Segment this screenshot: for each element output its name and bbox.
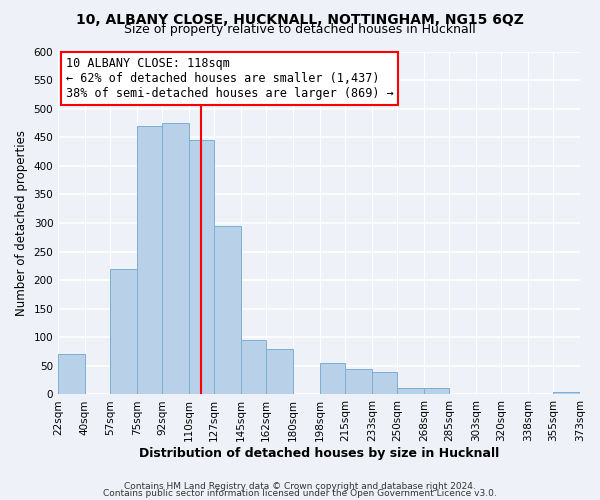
Bar [214, 226, 241, 394]
Bar [372, 372, 397, 394]
Bar [58, 354, 85, 395]
Text: 10 ALBANY CLOSE: 118sqm
← 62% of detached houses are smaller (1,437)
38% of semi: 10 ALBANY CLOSE: 118sqm ← 62% of detache… [65, 57, 394, 100]
Bar [266, 348, 293, 395]
Bar [345, 368, 372, 394]
Text: Contains public sector information licensed under the Open Government Licence v3: Contains public sector information licen… [103, 489, 497, 498]
Bar [137, 126, 162, 394]
Bar [162, 123, 189, 394]
Text: Contains HM Land Registry data © Crown copyright and database right 2024.: Contains HM Land Registry data © Crown c… [124, 482, 476, 491]
Bar [424, 388, 449, 394]
Bar [110, 268, 137, 394]
Bar [189, 140, 214, 394]
Y-axis label: Number of detached properties: Number of detached properties [15, 130, 28, 316]
Text: Size of property relative to detached houses in Hucknall: Size of property relative to detached ho… [124, 22, 476, 36]
Text: 10, ALBANY CLOSE, HUCKNALL, NOTTINGHAM, NG15 6QZ: 10, ALBANY CLOSE, HUCKNALL, NOTTINGHAM, … [76, 12, 524, 26]
Bar [553, 392, 580, 394]
Bar [397, 388, 424, 394]
Bar [320, 363, 345, 394]
Bar [241, 340, 266, 394]
X-axis label: Distribution of detached houses by size in Hucknall: Distribution of detached houses by size … [139, 447, 499, 460]
